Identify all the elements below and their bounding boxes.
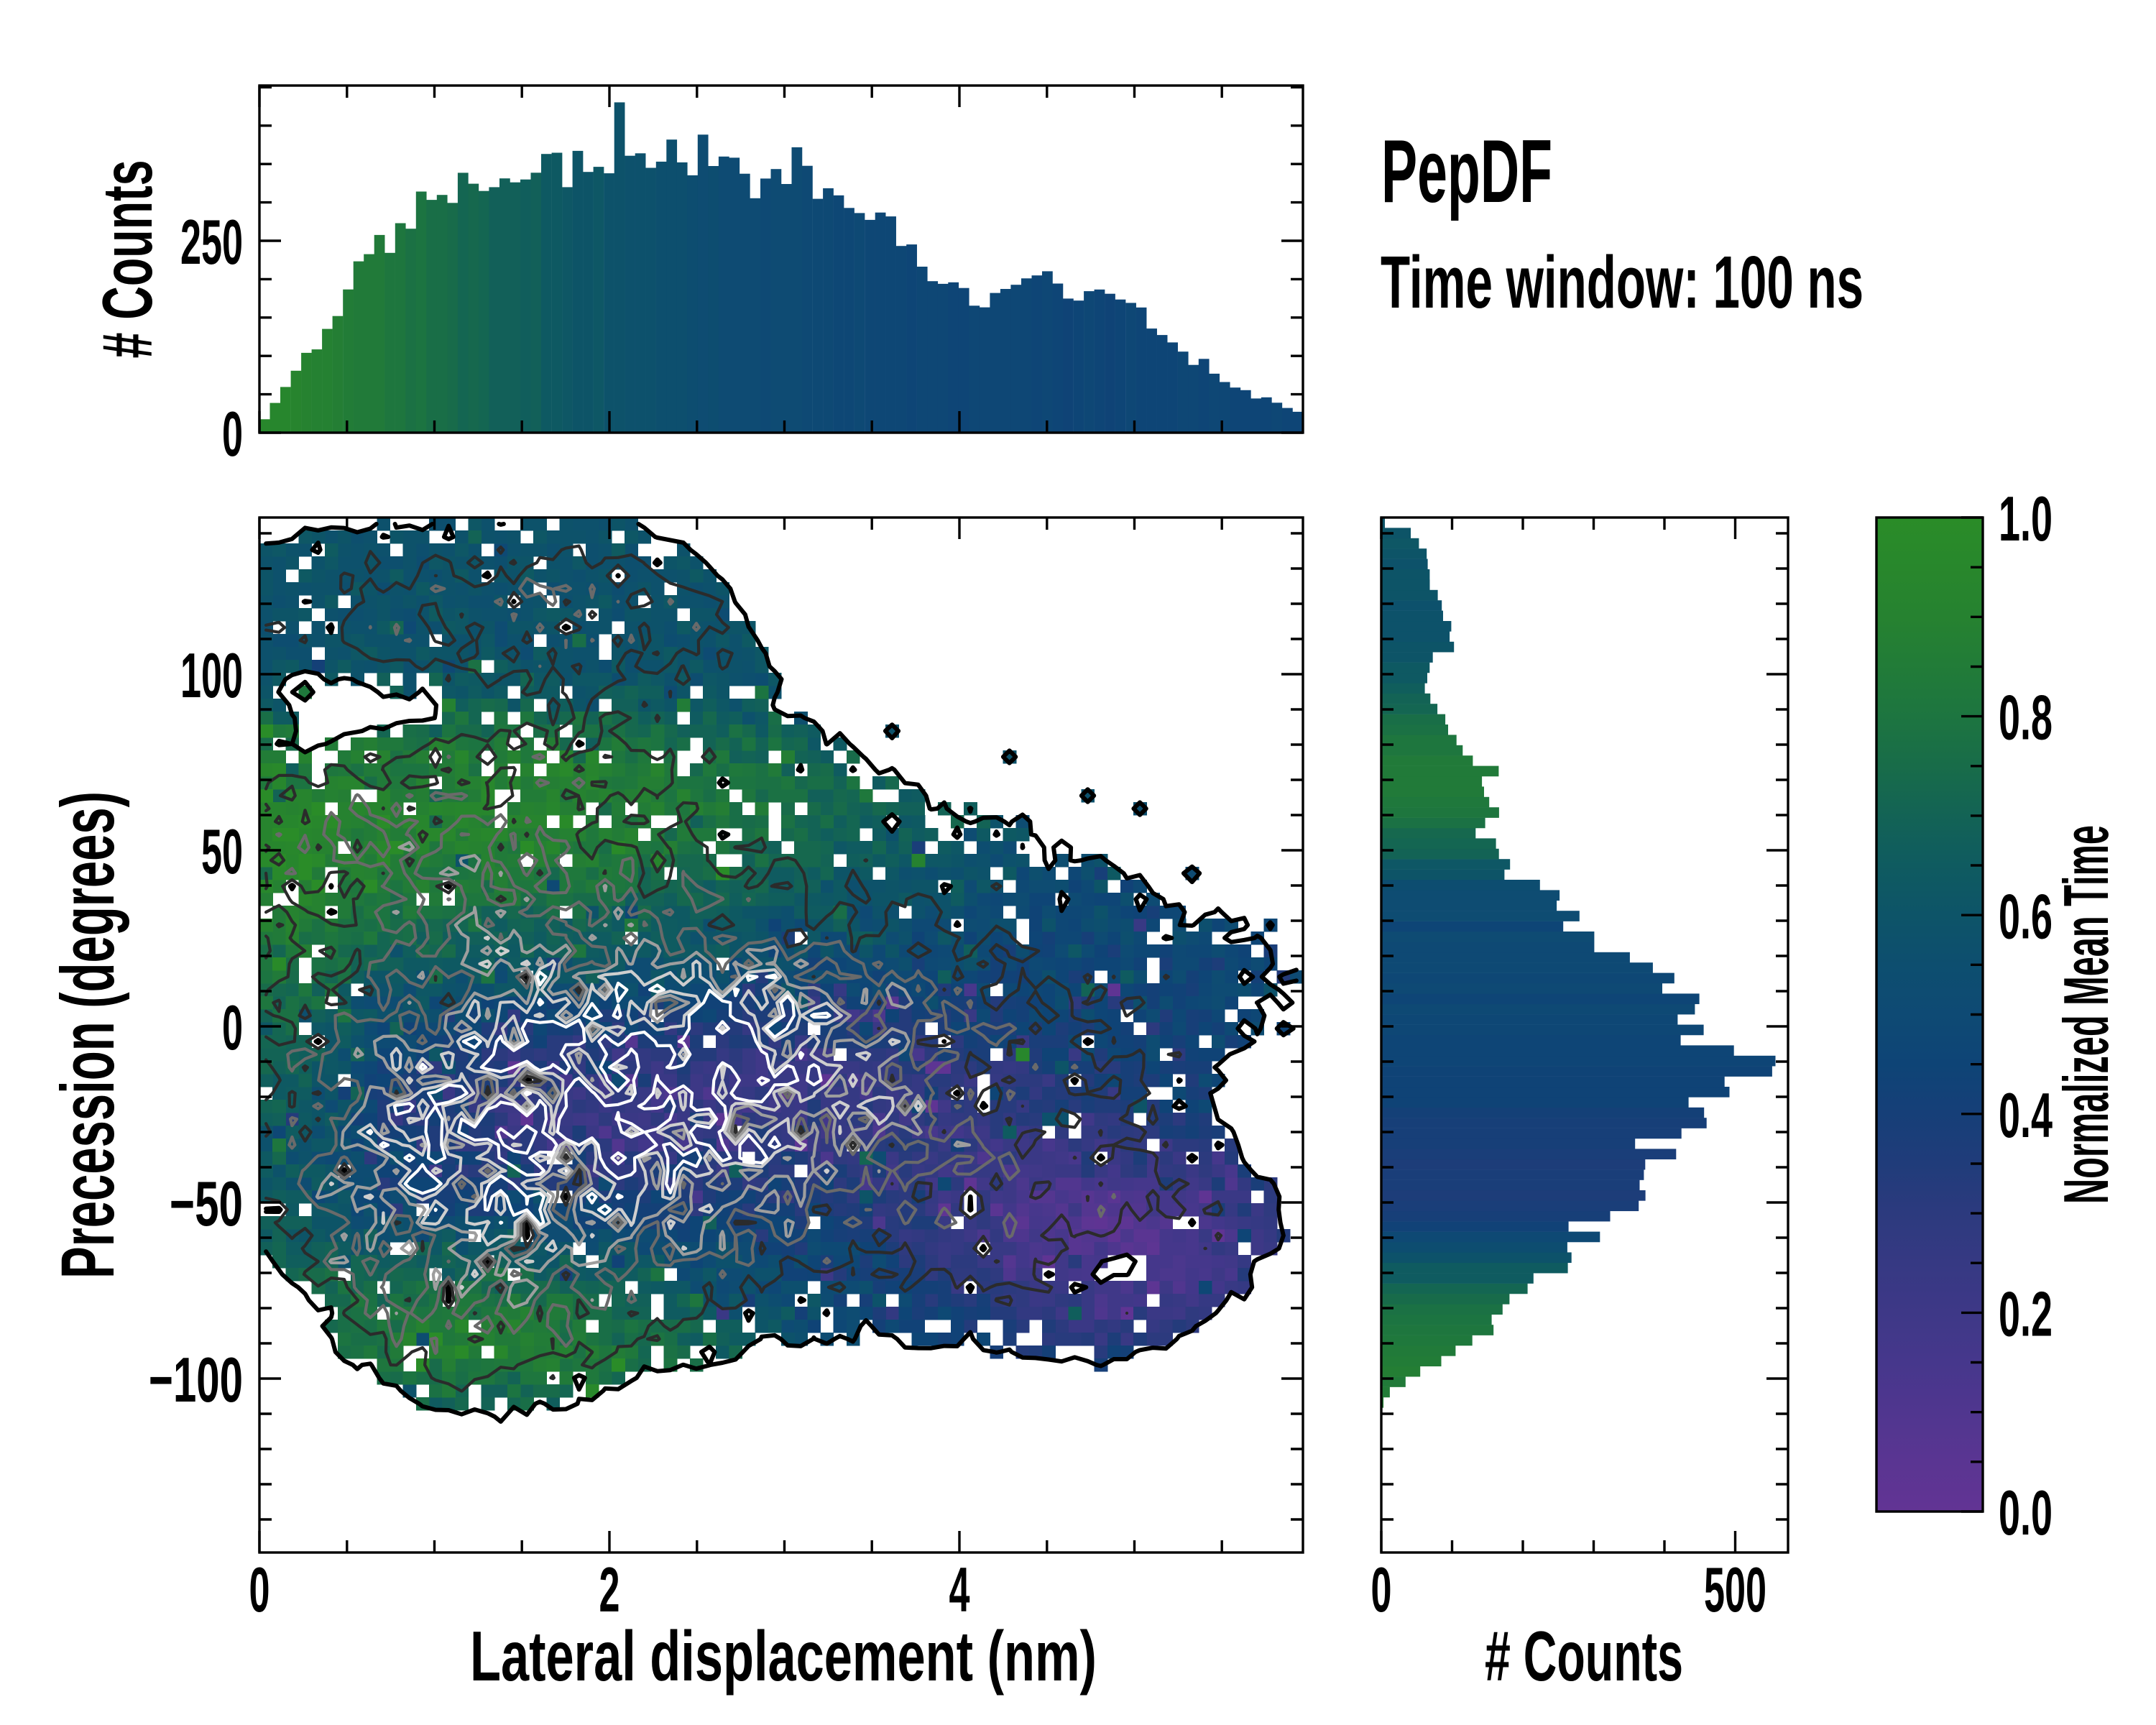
svg-text:0.2: 0.2	[1999, 1279, 2053, 1350]
svg-text:−50: −50	[170, 1168, 243, 1239]
svg-text:Lateral displacement (nm): Lateral displacement (nm)	[470, 1616, 1097, 1696]
svg-text:0.0: 0.0	[1999, 1477, 2053, 1548]
svg-text:0.4: 0.4	[1999, 1080, 2053, 1151]
svg-text:−100: −100	[149, 1344, 243, 1415]
svg-text:2: 2	[599, 1554, 620, 1625]
svg-text:1.0: 1.0	[1999, 483, 2053, 554]
svg-text:0: 0	[249, 1554, 270, 1625]
svg-text:# Counts: # Counts	[1485, 1616, 1683, 1696]
svg-text:Time window: 100 ns: Time window: 100 ns	[1381, 241, 1864, 323]
svg-text:500: 500	[1704, 1554, 1766, 1625]
svg-text:50: 50	[201, 816, 243, 887]
svg-text:# Counts: # Counts	[88, 160, 167, 359]
svg-text:0.8: 0.8	[1999, 682, 2053, 753]
svg-text:100: 100	[180, 640, 243, 711]
svg-text:250: 250	[180, 206, 243, 277]
svg-text:0: 0	[222, 398, 243, 469]
svg-text:PepDF: PepDF	[1381, 122, 1552, 221]
svg-text:0: 0	[1371, 1554, 1392, 1625]
svg-text:4: 4	[949, 1554, 970, 1625]
svg-text:Precession (degrees): Precession (degrees)	[46, 791, 130, 1279]
svg-text:0: 0	[222, 992, 243, 1063]
svg-text:0.6: 0.6	[1999, 880, 2053, 952]
svg-text:Normalized Mean Time: Normalized Mean Time	[2050, 825, 2122, 1204]
